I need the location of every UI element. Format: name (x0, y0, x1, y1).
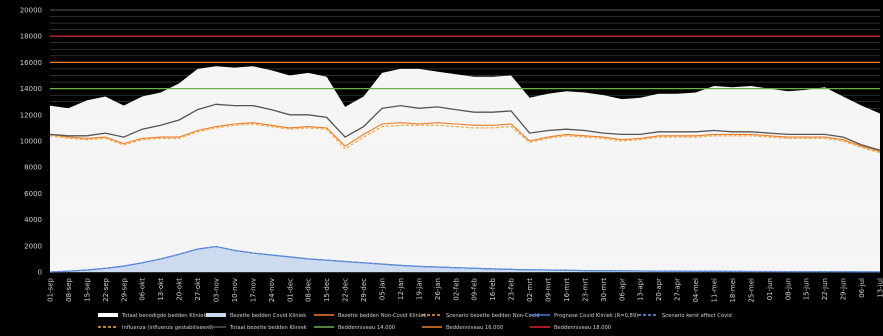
x-tick-label: 05-jan (379, 278, 387, 300)
x-tick-label: 15-sep (83, 277, 91, 301)
x-tick-label: 03-nov (213, 278, 221, 302)
x-tick-label: 10-nov (231, 278, 239, 302)
x-tick-label: 29-jun (840, 278, 848, 300)
x-tick-label: 15-dec (323, 278, 331, 302)
x-tick-label: 20-okt (176, 278, 184, 301)
y-tick-label: 2000 (24, 242, 42, 250)
x-tick-label: 12-jan (397, 278, 405, 300)
series-totaal-benodigde-bedden-kliniek-area (50, 66, 880, 272)
x-tick-label: 30-mrt (600, 278, 608, 302)
legend-scenario-bezette-bedden-non-covid-label: Scenario bezette bedden Non-Covid (446, 313, 540, 319)
x-tick-label: 23-feb (508, 277, 516, 300)
series-totaal-bezette-bedden-kliniek-line (49, 103, 881, 151)
x-axis-ticks: 01-sep 08-sep 15-sep 22-sep 29-sep 06-okt 13-o… (47, 277, 883, 302)
x-tick-label: 13-okt (157, 278, 165, 301)
legend-bezette-bedden-non-covid-kliniek-label: Bezette bedden Non-Covid Kliniek (338, 313, 426, 319)
x-tick-label: 15-jun (803, 278, 811, 300)
x-tick-label: 08-sep (65, 277, 73, 301)
legend-bezette-bedden-covid-kliniek-swatch (206, 313, 226, 317)
x-tick-label: 08-jun (784, 278, 792, 300)
x-tick-label: 18-mei (729, 278, 737, 303)
legend-scenario-kerst-effect-covid-label: Scenario kerst effect Covid (662, 313, 732, 319)
y-tick-label: 18000 (20, 33, 42, 41)
x-tick-label: 26-jan (434, 278, 442, 300)
x-tick-label: 06-jul (858, 278, 866, 298)
y-axis-ticks: 0 2000 4000 6000 8000 10000 12000 14000 16000 180… (20, 7, 42, 277)
x-tick-label: 22-sep (102, 277, 110, 301)
x-tick-label: 02-mrt (526, 278, 534, 302)
x-tick-label: 16-feb (489, 277, 497, 300)
series-influenza-influenza-gestabiliseerd-line (49, 123, 881, 154)
y-tick-label: 6000 (24, 190, 42, 198)
x-tick-label: 27-apr (674, 278, 682, 301)
x-tick-label: 27-okt (194, 278, 202, 301)
y-tick-label: 4000 (24, 216, 42, 224)
x-tick-label: 22-dec (342, 278, 350, 302)
series-bezette-bedden-non-covid-kliniek-line (49, 122, 881, 153)
x-tick-label: 17-nov (249, 278, 257, 302)
line-series (49, 103, 881, 273)
series-scenario-kerst-effect-covid-line (49, 245, 881, 273)
x-tick-label: 09-mrt (545, 278, 553, 302)
x-tick-label: 22-jun (821, 278, 829, 300)
x-tick-label: 11-mei (711, 278, 719, 303)
x-tick-label: 06-okt (139, 278, 147, 301)
y-tick-label: 8000 (24, 164, 42, 172)
x-tick-label: 29-sep (120, 277, 128, 301)
y-tick-label: 12000 (20, 111, 42, 119)
y-tick-label: 0 (38, 269, 42, 277)
x-tick-label: 06-apr (618, 278, 626, 301)
x-tick-label: 23-mrt (581, 278, 589, 302)
x-tick-label: 01-sep (47, 277, 55, 301)
legend-totaal-bezette-bedden-kliniek-label: Totaal bezette bedden Kliniek (229, 325, 307, 331)
x-tick-label: 08-dec (305, 278, 313, 302)
y-tick-label: 16000 (20, 59, 42, 67)
x-tick-label: 24-nov (268, 278, 276, 302)
x-tick-label: 29-dec (360, 278, 368, 302)
x-tick-label: 02-feb (452, 277, 460, 300)
x-tick-label: 25-mei (747, 278, 755, 303)
level-lines (50, 35, 880, 90)
x-tick-label: 20-apr (655, 278, 663, 301)
y-tick-label: 14000 (20, 85, 42, 93)
legend-prognose-covid-kliniek-r-0-89-label: Prognose Covid Kliniek (R=0,89) (554, 313, 638, 319)
legend-totaal-benodigde-bedden-kliniek-swatch (98, 313, 118, 317)
x-tick-label: 04-mei (692, 278, 700, 303)
y-tick-label: 20000 (20, 7, 42, 15)
x-tick-label: 13-apr (637, 278, 645, 301)
x-tick-label: 09-feb (471, 277, 479, 300)
legend-beddenniveau-16-000-label: Beddenniveau 16.000 (446, 325, 503, 331)
series-bezette-bedden-covid-kliniek-area (50, 246, 880, 272)
legend-bezette-bedden-covid-kliniek-label: Bezette bedden Covid Kliniek (230, 313, 306, 319)
x-tick-label: 16-mrt (563, 278, 571, 302)
x-tick-label: 19-jan (415, 278, 423, 300)
legend-totaal-benodigde-bedden-kliniek-label: Totaal benodigde bedden Kliniek (121, 313, 206, 319)
legend-influenza-influenza-gestabiliseerd-label: Influenza (influenza gestabiliseerd) (122, 325, 213, 331)
area-series (49, 66, 881, 273)
x-tick-label: 13-jul (877, 278, 883, 298)
legend-beddenniveau-14-000-label: Beddenniveau 14.000 (338, 325, 395, 331)
x-tick-label: 01-jun (766, 278, 774, 300)
legend: Totaal benodigde bedden Kliniek Bezette b… (98, 313, 732, 331)
x-tick-label: 01-dec (286, 278, 294, 302)
y-tick-label: 10000 (20, 138, 42, 146)
legend-beddenniveau-18-000-label: Beddenniveau 18.000 (554, 325, 611, 331)
